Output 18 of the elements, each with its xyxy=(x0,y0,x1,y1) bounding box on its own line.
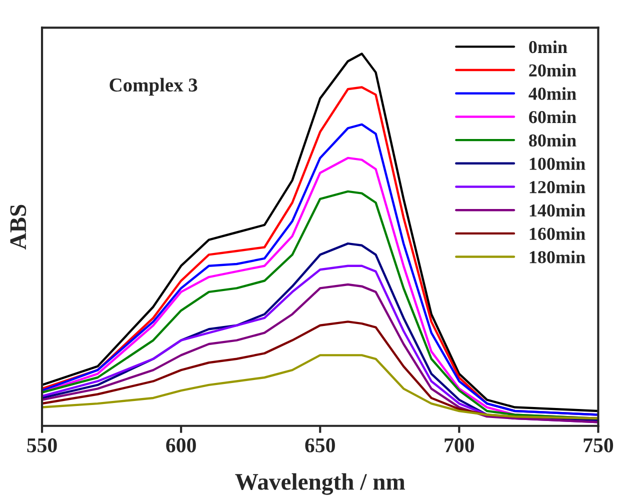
x-tick-label: 700 xyxy=(444,438,474,452)
legend-label: 0min xyxy=(529,40,568,54)
legend-label: 180min xyxy=(530,250,586,264)
x-tick-label: 550 xyxy=(27,438,57,452)
legend-label: 140min xyxy=(530,204,586,217)
x-tick-label: 650 xyxy=(305,438,335,452)
legend-label: 20min xyxy=(529,64,576,77)
x-tick-label: 750 xyxy=(584,438,614,452)
legend-label: 80min xyxy=(529,134,576,147)
legend-label: 160min xyxy=(530,227,586,240)
x-tick-label: 600 xyxy=(166,438,196,452)
y-axis-title: ABS xyxy=(10,204,26,250)
legend-label: 60min xyxy=(529,110,576,124)
x-axis-title: Wavelength / nm xyxy=(235,473,405,495)
legend-label: 40min xyxy=(528,87,576,100)
legend-label: 120min xyxy=(530,180,586,194)
annotation: Complex 3 xyxy=(110,78,198,96)
legend-label: 100min xyxy=(530,157,586,170)
